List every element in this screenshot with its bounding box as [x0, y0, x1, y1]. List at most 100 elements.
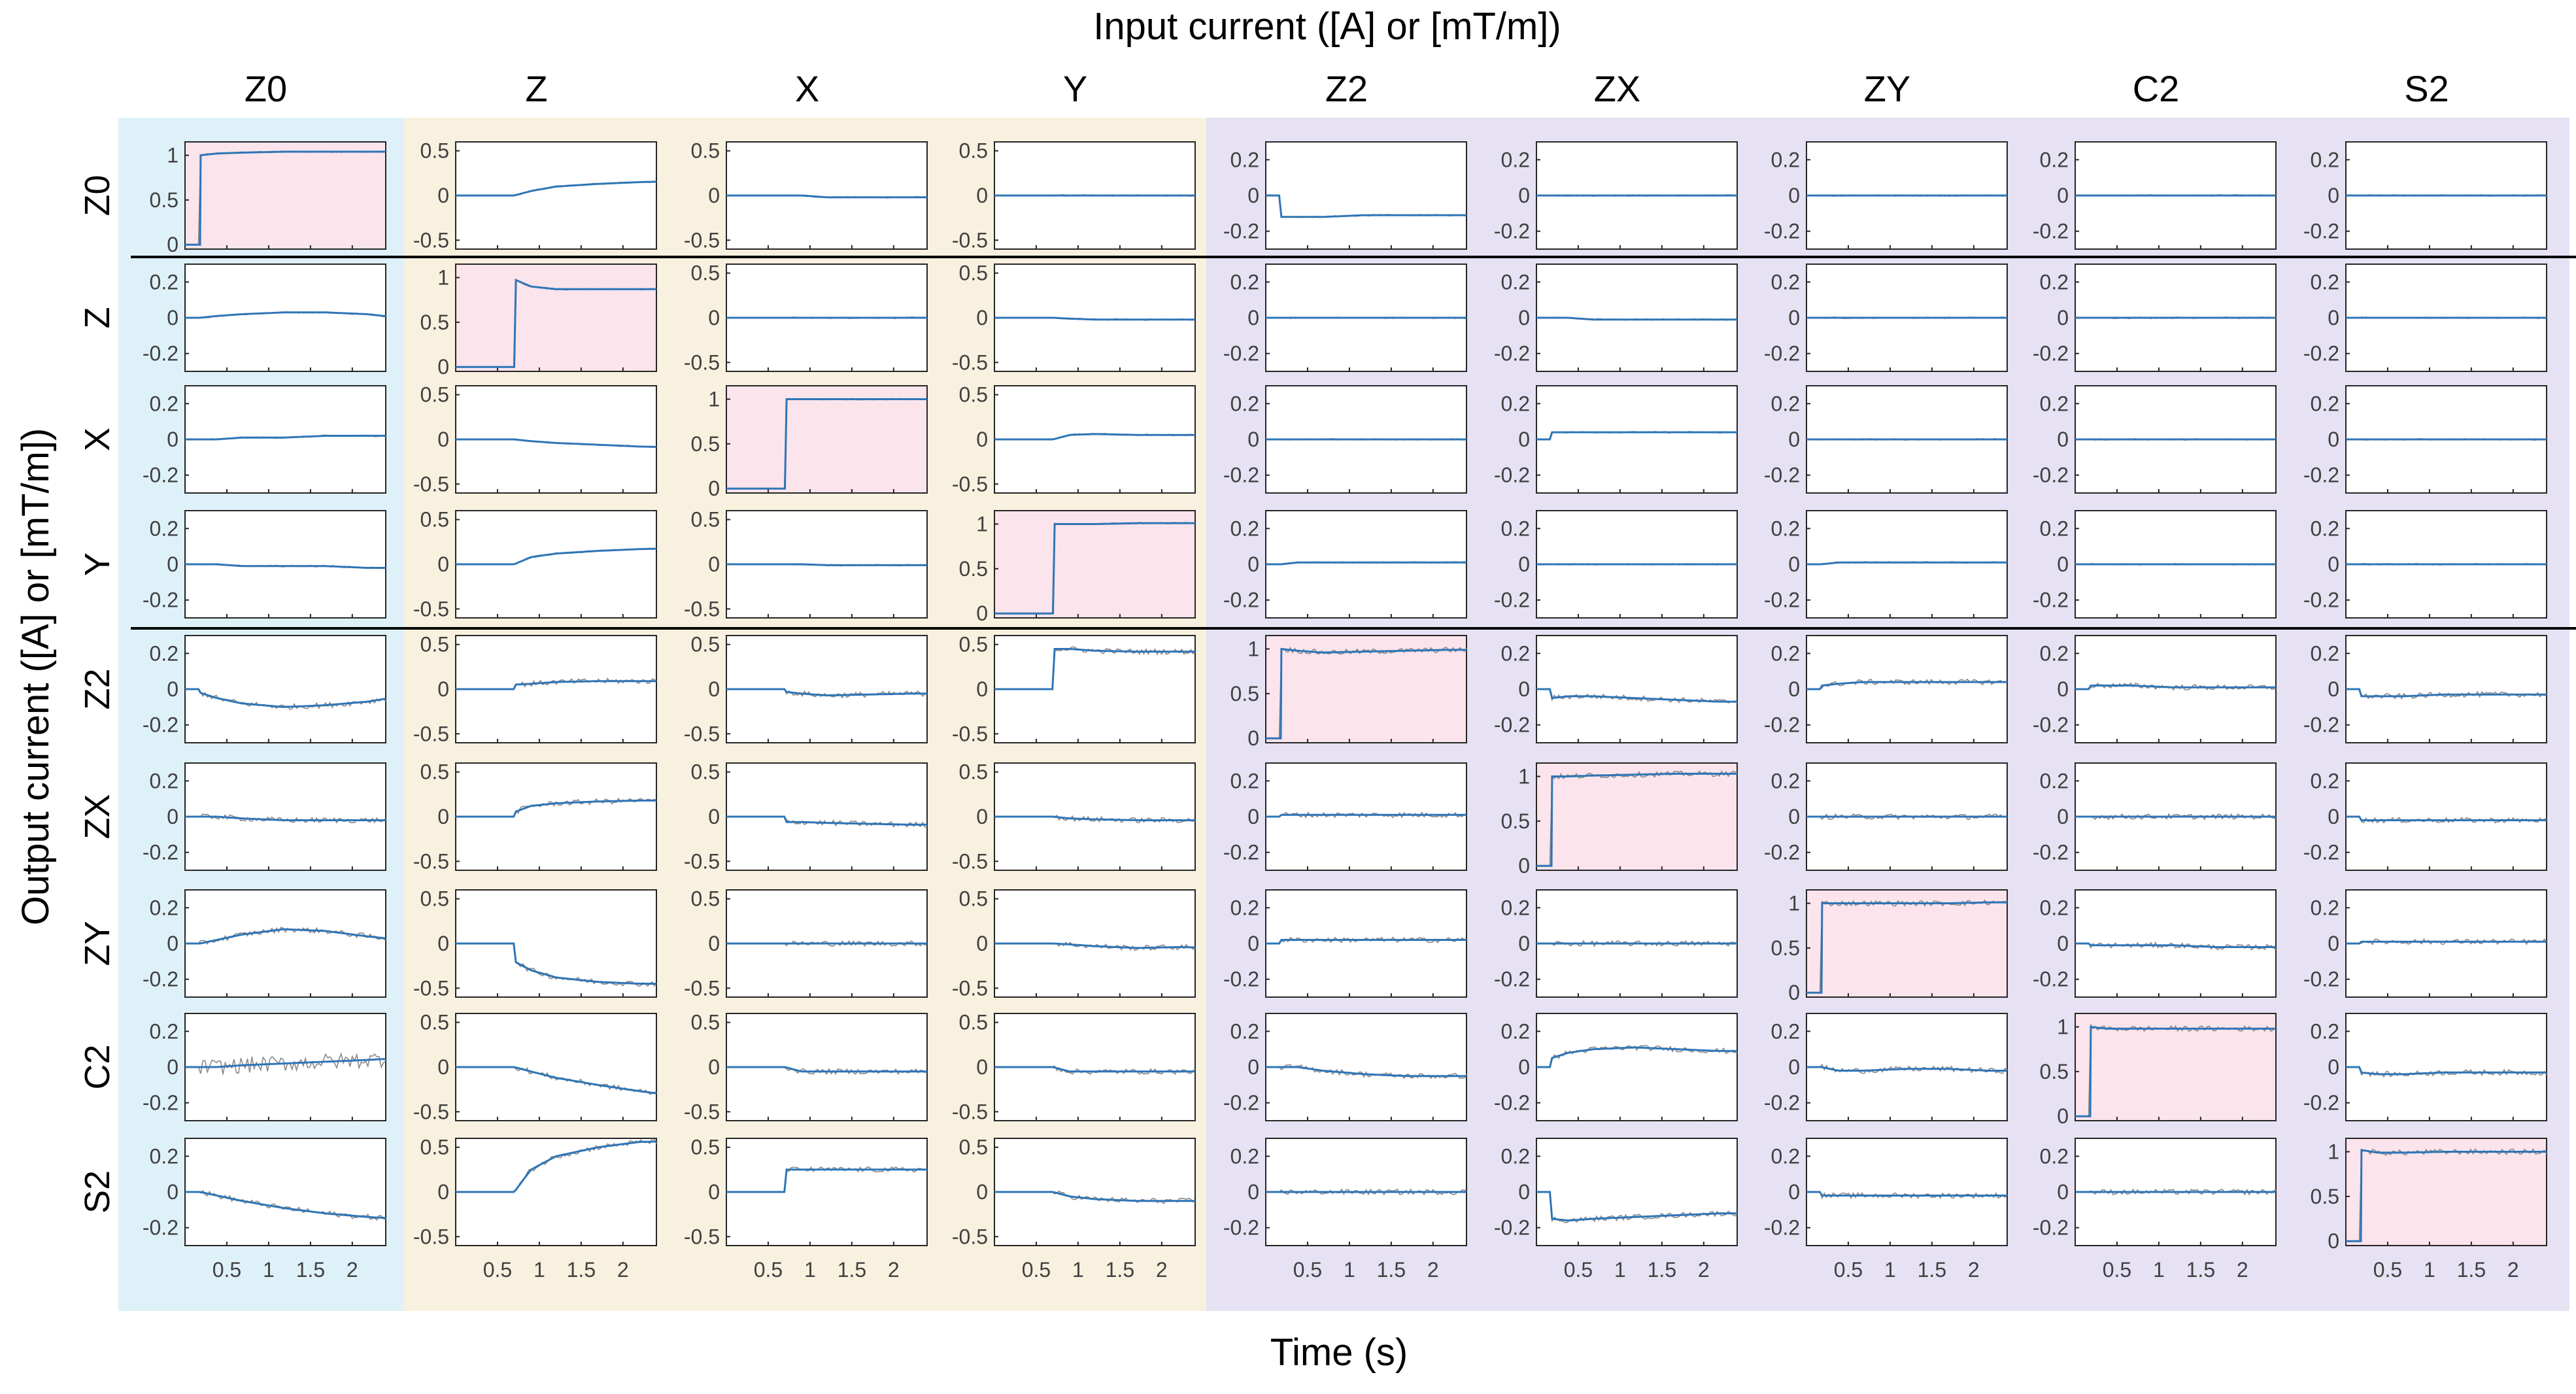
y-tick-label: 0.2 — [150, 769, 178, 792]
y-tick-label: -0.5 — [952, 976, 988, 1000]
y-tick-label: 0.2 — [2040, 270, 2069, 294]
raw-measurement-line — [1266, 936, 1467, 944]
panel-z2-zy: -0.2 0 0.2 — [1764, 635, 2008, 743]
y-tick-label: 0 — [1788, 1055, 1800, 1079]
panel-zy-x: -0.5 0 0.5 — [684, 887, 928, 1000]
y-tick-label: 0 — [437, 355, 449, 379]
panel-frame — [1806, 635, 2008, 743]
y-tick-label: 0 — [167, 932, 178, 955]
y-tick-label: -0.5 — [952, 228, 988, 252]
y-tick-label: 0.2 — [1230, 1019, 1259, 1043]
y-tick-label: 0 — [2328, 428, 2339, 451]
panel-zy-z: -0.5 0 0.5 — [413, 887, 657, 1000]
y-tick-label: 0.2 — [1501, 641, 1530, 665]
y-tick-label: 0.2 — [1771, 517, 1800, 540]
y-tick-label: 0.5 — [150, 188, 178, 212]
y-tick-label: 0 — [1788, 428, 1800, 451]
y-tick-label: -0.2 — [2303, 1091, 2339, 1115]
x-tick-label: 2 — [2237, 1258, 2248, 1282]
y-tick-label: 0.5 — [420, 383, 449, 407]
y-tick-label: 0.5 — [959, 383, 988, 407]
y-tick-label: 0.2 — [1501, 392, 1530, 415]
panel-zx-z2: -0.2 0 0.2 — [1223, 762, 1467, 871]
y-tick-label: 0.5 — [420, 311, 449, 334]
panel-s2-y: -0.5 0 0.5 0.5 1 1.5 2 — [952, 1136, 1196, 1282]
fitted-response-line — [456, 1140, 657, 1193]
panel-zx-s2: -0.2 0 0.2 — [2303, 762, 2547, 871]
raw-measurement-line — [2346, 938, 2547, 945]
y-tick-label: -0.2 — [1494, 1216, 1530, 1240]
panel-c2-zy: -0.2 0 0.2 — [1764, 1013, 2008, 1121]
panel-zy-s2: -0.2 0 0.2 — [2303, 889, 2547, 998]
x-tick-label: 0.5 — [1293, 1258, 1322, 1282]
y-tick-label: 0.2 — [2311, 1019, 2339, 1043]
y-tick-label: 0 — [976, 428, 988, 451]
panel-zy-z2: -0.2 0 0.2 — [1223, 889, 1467, 998]
panel-z-z2: -0.2 0 0.2 — [1223, 264, 1467, 372]
y-tick-label: 0.5 — [959, 139, 988, 163]
panel-c2-z0: -0.2 0 0.2 — [143, 1013, 386, 1121]
fitted-response-line — [994, 316, 1195, 321]
fitted-response-line — [1806, 1066, 2007, 1072]
panel-frame — [2345, 889, 2547, 998]
y-tick-label: -0.2 — [1764, 841, 1800, 864]
panel-z-z0: -0.2 0 0.2 — [143, 264, 386, 372]
fitted-response-line — [456, 942, 656, 985]
x-tick-label: 1.5 — [2457, 1258, 2486, 1282]
panel-s2-z: -0.5 0 0.5 0.5 1 1.5 2 — [413, 1136, 657, 1282]
panel-z2-z2: 00.51 — [1230, 635, 1467, 750]
fitted-response-line — [2346, 688, 2547, 698]
y-tick-label: 0 — [1247, 805, 1259, 828]
panel-s2-z2: -0.2 0 0.2 0.5 1 1.5 2 — [1223, 1138, 1467, 1282]
panel-frame — [1536, 1138, 1738, 1246]
panel-x-s2: -0.2 0 0.2 — [2303, 385, 2547, 494]
y-tick-label: 0 — [708, 477, 720, 500]
y-tick-label: 0.2 — [1230, 896, 1259, 919]
panel-y-c2: -0.2 0 0.2 — [2033, 510, 2277, 619]
y-tick-label: -0.2 — [2303, 713, 2339, 737]
fitted-response-line — [726, 194, 927, 199]
x-tick-label: 1 — [804, 1258, 816, 1282]
panel-frame — [1806, 510, 2008, 619]
y-tick-label: -0.5 — [684, 1100, 720, 1123]
y-tick-label: 0.5 — [691, 1011, 720, 1034]
panel-frame — [1806, 889, 2008, 998]
y-tick-label: 0.2 — [2311, 517, 2339, 540]
panel-z0-z2: -0.2 0 0.2 — [1223, 141, 1467, 250]
y-tick-label: 0.2 — [1230, 392, 1259, 415]
y-tick-label: 0 — [976, 932, 988, 955]
panel-y-x: -0.5 0 0.5 — [684, 508, 928, 620]
y-tick-label: 0 — [1247, 932, 1259, 955]
panel-z2-z: -0.5 0 0.5 — [413, 633, 657, 745]
x-tick-label: 1 — [1614, 1258, 1626, 1282]
fitted-response-line — [456, 279, 656, 368]
y-tick-label: -0.2 — [1494, 220, 1530, 243]
x-tick-label: 2 — [617, 1258, 629, 1282]
y-tick-label: 0 — [2328, 306, 2339, 330]
y-tick-label: 0.5 — [420, 508, 449, 532]
panel-frame — [1536, 385, 1738, 494]
y-tick-label: 0 — [1518, 854, 1530, 877]
y-tick-label: -0.2 — [1764, 713, 1800, 737]
y-tick-label: -0.2 — [2303, 464, 2339, 487]
y-tick-label: -0.2 — [1764, 1216, 1800, 1240]
y-tick-label: 1 — [1518, 765, 1530, 789]
panel-c2-z2: -0.2 0 0.2 — [1223, 1013, 1467, 1121]
panel-zx-x: -0.5 0 0.5 — [684, 760, 928, 873]
y-tick-label: 0.5 — [959, 887, 988, 911]
y-tick-label: 0 — [1788, 1180, 1800, 1204]
y-tick-label: 0 — [708, 932, 720, 955]
panel-s2-z0: -0.2 0 0.2 0.5 1 1.5 2 — [143, 1138, 386, 1282]
panel-zx-y: -0.5 0 0.5 — [952, 760, 1196, 873]
panel-frame — [455, 141, 657, 250]
panel-z-s2: -0.2 0 0.2 — [2303, 264, 2547, 372]
y-tick-label: 0 — [167, 1180, 178, 1204]
y-tick-label: 0 — [1788, 184, 1800, 207]
y-tick-label: 0.2 — [1771, 1019, 1800, 1043]
y-tick-label: 0 — [2328, 552, 2339, 576]
y-tick-label: -0.2 — [1494, 968, 1530, 991]
y-tick-label: -0.2 — [1223, 968, 1259, 991]
fitted-response-line — [1536, 316, 1737, 321]
panel-zx-zy: -0.2 0 0.2 — [1764, 762, 2008, 871]
y-tick-label: 1 — [2328, 1140, 2339, 1164]
